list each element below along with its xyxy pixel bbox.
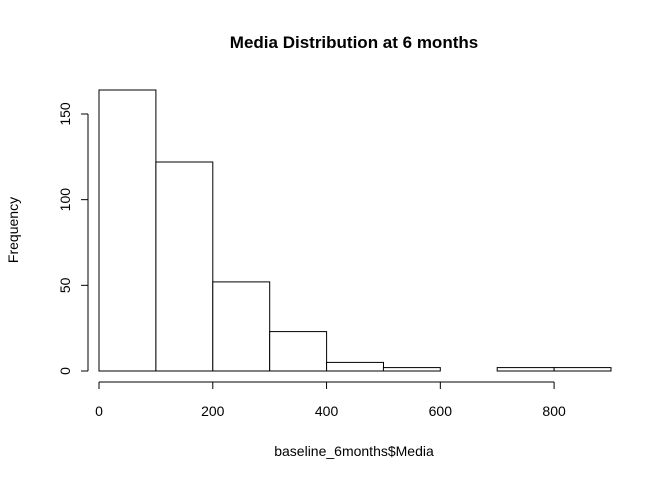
y-tick-label: 0: [57, 367, 73, 375]
x-axis-label: baseline_6months$Media: [274, 443, 434, 459]
histogram-bar: [269, 331, 328, 372]
histogram-bar: [382, 367, 441, 372]
histogram-bar: [326, 361, 385, 372]
x-tick-label: 800: [542, 403, 566, 419]
y-axis: 0 50 100 150: [57, 102, 89, 375]
y-tick-label: 50: [57, 277, 73, 293]
histogram-bar: [212, 281, 271, 372]
histogram-bar: [155, 161, 214, 372]
histogram-bar: [553, 367, 612, 372]
histogram-bars: [98, 89, 612, 372]
x-tick-label: 200: [201, 403, 225, 419]
histogram-bar: [98, 89, 157, 372]
histogram-bar: [496, 367, 555, 372]
x-tick-label: 0: [95, 403, 103, 419]
y-tick-label: 100: [57, 188, 73, 212]
x-tick-label: 600: [429, 403, 453, 419]
chart-title: Media Distribution at 6 months: [230, 33, 478, 52]
x-axis: 0 200 400 600 800: [95, 381, 566, 419]
y-axis-label: Frequency: [5, 197, 21, 263]
x-tick-label: 400: [315, 403, 339, 419]
y-tick-label: 150: [57, 102, 73, 126]
